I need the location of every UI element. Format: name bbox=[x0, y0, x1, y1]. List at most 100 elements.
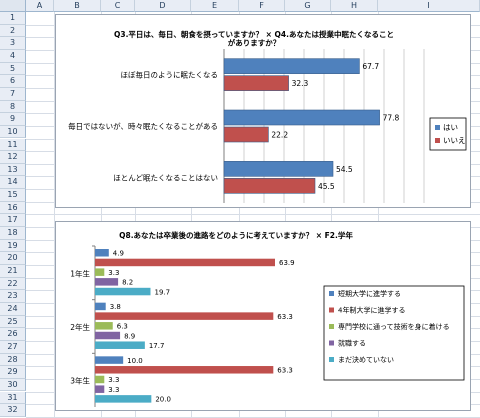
bar-no bbox=[223, 178, 316, 194]
category-label: 3年生 bbox=[70, 376, 90, 386]
bar-series-3 bbox=[95, 331, 121, 340]
column-header-b[interactable]: B bbox=[54, 0, 101, 12]
data-label: 3.3 bbox=[108, 269, 119, 277]
data-label: 3.8 bbox=[110, 303, 121, 311]
data-label: 20.0 bbox=[155, 396, 171, 404]
row-header-20[interactable]: 20 bbox=[0, 252, 26, 265]
legend-swatch bbox=[329, 291, 334, 296]
legend-swatch bbox=[435, 125, 440, 130]
row-header-22[interactable]: 22 bbox=[0, 277, 26, 291]
row-header-1[interactable]: 1 bbox=[0, 12, 26, 25]
legend-swatch bbox=[329, 340, 334, 346]
bar-series-1 bbox=[95, 366, 274, 374]
legend-swatch bbox=[435, 138, 440, 143]
data-label: 8.9 bbox=[124, 332, 135, 340]
legend-box bbox=[323, 285, 465, 381]
chart-title: Q8.あなたは卒業後の進路をどのように考えていますか？ × F2.学年 bbox=[119, 230, 353, 240]
chart-2-svg: Q8.あなたは卒業後の進路をどのように考えていますか？ × F2.学年 1年生 4.… bbox=[70, 230, 465, 407]
row-header-32[interactable]: 32 bbox=[0, 404, 26, 417]
legend-entry: はい bbox=[443, 123, 458, 132]
row-header-13[interactable]: 13 bbox=[0, 163, 26, 177]
data-label: 6.3 bbox=[117, 323, 128, 331]
legend-box bbox=[429, 117, 467, 151]
row-header-6[interactable]: 6 bbox=[0, 75, 26, 88]
data-label: 10.0 bbox=[127, 357, 143, 365]
column-header-f[interactable]: F bbox=[239, 0, 285, 12]
column-header-a[interactable]: A bbox=[26, 0, 54, 12]
row-header-2[interactable]: 2 bbox=[0, 24, 26, 38]
row-header-21[interactable]: 21 bbox=[0, 265, 26, 278]
row-header-19[interactable]: 19 bbox=[0, 239, 26, 253]
chart-1-svg: Q3.平日は、毎日、朝食を摂っていますか？ × Q4.あなたは授業中眠たくなるこ… bbox=[68, 29, 467, 203]
column-header-i[interactable]: I bbox=[378, 0, 480, 12]
row-header-25[interactable]: 25 bbox=[0, 315, 26, 329]
row-header-14[interactable]: 14 bbox=[0, 176, 26, 190]
row-header-9[interactable]: 9 bbox=[0, 113, 26, 126]
bar-series-4 bbox=[95, 395, 152, 403]
row-header-7[interactable]: 7 bbox=[0, 87, 26, 101]
legend-swatch bbox=[329, 357, 334, 362]
chart-title: がありますか？ bbox=[228, 38, 281, 48]
row-header-16[interactable]: 16 bbox=[0, 201, 26, 215]
data-label: 19.7 bbox=[154, 288, 170, 296]
data-label: 4.9 bbox=[113, 250, 124, 258]
data-label: 8.2 bbox=[122, 279, 133, 287]
chart-breakfast-sleepiness[interactable]: Q3.平日は、毎日、朝食を摂っていますか？ × Q4.あなたは授業中眠たくなるこ… bbox=[55, 14, 471, 208]
legend-entry: 4年制大学に進学する bbox=[338, 306, 405, 315]
row-header-28[interactable]: 28 bbox=[0, 353, 26, 367]
data-label: 45.5 bbox=[318, 182, 335, 191]
select-all-corner[interactable] bbox=[0, 0, 26, 12]
bar-series-3 bbox=[95, 385, 105, 393]
row-header-8[interactable]: 8 bbox=[0, 100, 26, 114]
data-label: 63.3 bbox=[277, 367, 293, 375]
row-header-29[interactable]: 29 bbox=[0, 366, 26, 379]
bar-no bbox=[223, 126, 269, 143]
bar-yes bbox=[223, 58, 360, 74]
data-label: 17.7 bbox=[149, 342, 165, 350]
data-label: 67.7 bbox=[362, 62, 379, 71]
legend-entry: 短期大学に進学する bbox=[338, 289, 401, 298]
bar-series-0 bbox=[95, 302, 106, 311]
legend-entry: 就職する bbox=[338, 339, 366, 348]
bar-series-3 bbox=[95, 278, 119, 286]
row-header-15[interactable]: 15 bbox=[0, 189, 26, 202]
row-header-23[interactable]: 23 bbox=[0, 290, 26, 303]
bar-series-2 bbox=[95, 375, 105, 384]
row-header-31[interactable]: 31 bbox=[0, 391, 26, 405]
chart-career-by-grade[interactable]: Q8.あなたは卒業後の進路をどのように考えていますか？ × F2.学年 1年生 4.… bbox=[55, 221, 471, 411]
row-header-17[interactable]: 17 bbox=[0, 214, 26, 228]
row-header-30[interactable]: 30 bbox=[0, 378, 26, 392]
row-header-18[interactable]: 18 bbox=[0, 227, 26, 240]
row-header-27[interactable]: 27 bbox=[0, 340, 26, 354]
bar-yes bbox=[223, 109, 380, 126]
bar-no bbox=[223, 75, 289, 91]
column-header-d[interactable]: D bbox=[135, 0, 191, 12]
row-header-26[interactable]: 26 bbox=[0, 328, 26, 341]
data-label: 22.2 bbox=[271, 131, 288, 140]
data-label: 3.3 bbox=[108, 386, 119, 394]
row-header-12[interactable]: 12 bbox=[0, 151, 26, 164]
data-label: 3.3 bbox=[108, 376, 119, 384]
bar-series-0 bbox=[95, 249, 109, 257]
row-header-3[interactable]: 3 bbox=[0, 37, 26, 50]
column-header-g[interactable]: G bbox=[285, 0, 331, 12]
column-header-e[interactable]: E bbox=[191, 0, 239, 12]
legend-entry: 専門学校に通って技術を身に着ける bbox=[338, 322, 450, 331]
row-header-24[interactable]: 24 bbox=[0, 302, 26, 316]
data-label: 77.8 bbox=[383, 114, 400, 123]
row-header-5[interactable]: 5 bbox=[0, 62, 26, 76]
column-header-h[interactable]: H bbox=[331, 0, 378, 12]
category-label: 2年生 bbox=[70, 322, 90, 332]
legend-swatch bbox=[329, 307, 334, 313]
row-header-11[interactable]: 11 bbox=[0, 138, 26, 152]
row-header-4[interactable]: 4 bbox=[0, 49, 26, 63]
category-label: ほぼ毎日のように眠たくなる bbox=[121, 70, 219, 80]
category-label: 毎日ではないが、時々眠たくなることがある bbox=[68, 121, 218, 131]
legend-entry: いいえ bbox=[443, 136, 466, 145]
row-header-10[interactable]: 10 bbox=[0, 125, 26, 139]
bar-series-0 bbox=[95, 356, 124, 364]
data-label: 54.5 bbox=[336, 165, 353, 174]
column-header-c[interactable]: C bbox=[101, 0, 135, 12]
legend-entry: まだ決めていない bbox=[338, 355, 394, 364]
